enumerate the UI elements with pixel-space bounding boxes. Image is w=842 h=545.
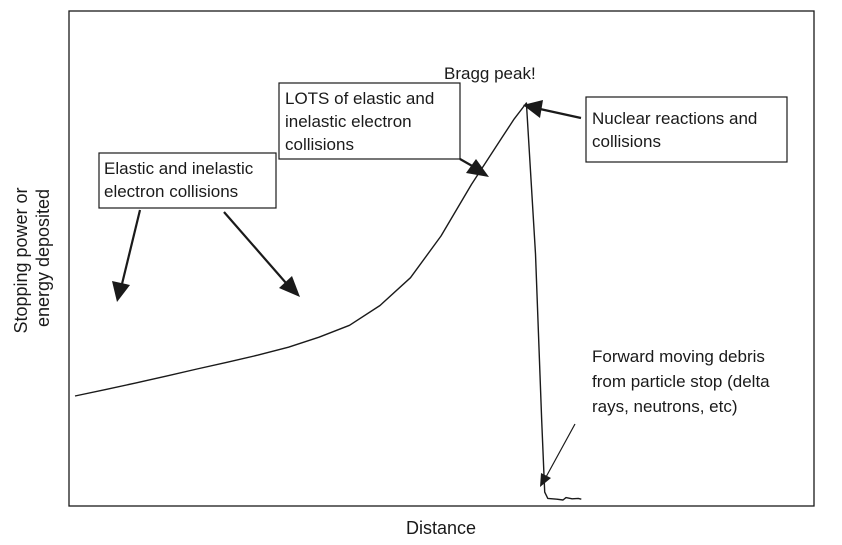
annotation-debris: Forward moving debris from particle stop… bbox=[592, 347, 774, 416]
annotation-debris-line-2: from particle stop (delta bbox=[592, 372, 770, 391]
annotation-elastic-line-2: electron collisions bbox=[104, 182, 238, 201]
arrow-debris bbox=[540, 423, 576, 487]
x-axis-label: Distance bbox=[406, 518, 476, 538]
arrow-lots bbox=[459, 158, 489, 177]
arrow-nuclear bbox=[523, 100, 582, 120]
annotation-lots-line-2: inelastic electron bbox=[285, 112, 412, 131]
annotation-box-elastic bbox=[98, 152, 277, 209]
annotation-debris-line-1: Forward moving debris bbox=[592, 347, 765, 366]
stopping-power-curve bbox=[74, 102, 582, 501]
annotation-lots: LOTS of elastic and inelastic electron c… bbox=[285, 89, 439, 154]
annotation-box-nuclear bbox=[585, 96, 788, 163]
plot-frame bbox=[68, 10, 815, 507]
annotation-bragg-peak: Bragg peak! bbox=[444, 64, 536, 83]
arrow-elastic-right bbox=[223, 211, 300, 297]
arrow-elastic-left bbox=[112, 209, 142, 302]
annotation-lots-line-3: collisions bbox=[285, 135, 354, 154]
annotation-box-lots bbox=[278, 82, 461, 160]
y-axis-label-line-2: energy deposited bbox=[33, 189, 53, 327]
annotation-lots-line-1: LOTS of elastic and bbox=[285, 89, 434, 108]
annotation-nuclear-line-1: Nuclear reactions and bbox=[592, 109, 757, 128]
annotation-debris-line-3: rays, neutrons, etc) bbox=[592, 397, 738, 416]
annotation-elastic: Elastic and inelastic electron collision… bbox=[104, 159, 258, 201]
y-axis-label-line-1: Stopping power or bbox=[11, 187, 31, 333]
y-axis-label: Stopping power or energy deposited bbox=[11, 182, 53, 333]
annotation-nuclear: Nuclear reactions and collisions bbox=[592, 109, 762, 151]
annotation-nuclear-line-2: collisions bbox=[592, 132, 661, 151]
annotation-elastic-line-1: Elastic and inelastic bbox=[104, 159, 254, 178]
